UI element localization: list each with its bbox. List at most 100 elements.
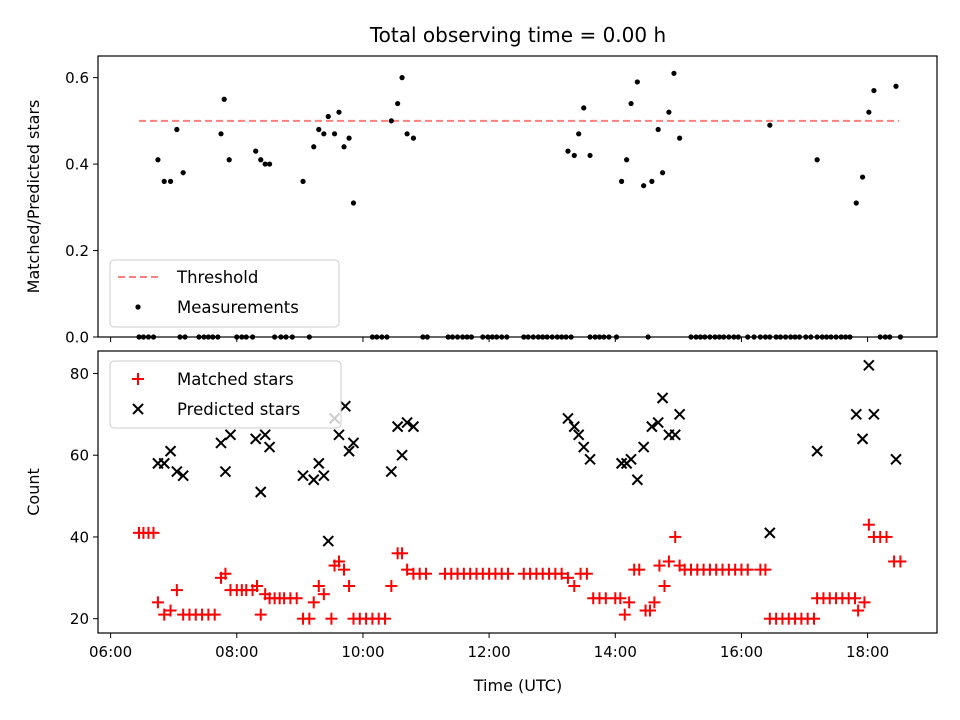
- measurement-point: [677, 135, 683, 141]
- matched-star-point: [170, 584, 183, 597]
- predicted-star-point: [313, 457, 325, 470]
- measurement-point: [581, 105, 587, 111]
- bottom-x-tick-label: 10:00: [341, 643, 384, 661]
- top-legend-box: [109, 259, 340, 328]
- predicted-star-point: [615, 457, 628, 470]
- bottom-marks: [133, 359, 907, 625]
- matched-star-point: [385, 580, 398, 592]
- predicted-star-point: [562, 412, 574, 425]
- matched-star-point: [379, 612, 392, 625]
- predicted-star-point: [669, 429, 681, 441]
- matched-star-point: [401, 563, 414, 576]
- top-y-axis-label: Matched/Predicted stars: [24, 100, 43, 294]
- measurement-point: [853, 200, 859, 206]
- matched-star-point: [151, 596, 164, 609]
- bottom-y-tick-label: 20: [70, 610, 89, 628]
- measurement-point: [174, 126, 180, 133]
- matched-star-point: [648, 596, 661, 609]
- matched-star-point: [254, 608, 267, 621]
- top-panel: Total observing time = 0.00 h 0.00.20.40…: [24, 23, 938, 347]
- measurement-point: [671, 70, 677, 76]
- measurement-point: [655, 126, 661, 133]
- predicted-star-point: [856, 433, 869, 445]
- predicted-star-point: [863, 359, 875, 372]
- legend-predicted-swatch: [132, 403, 144, 415]
- measurement-point: [346, 135, 352, 141]
- predicted-star-point: [343, 445, 355, 457]
- measurement-point: [649, 178, 655, 184]
- top-y-ticks: 0.0 0.2 0.4 0.6: [65, 69, 98, 347]
- matched-star-point: [848, 592, 861, 605]
- matched-star-point: [303, 612, 316, 625]
- bottom-x-tick-label: 16:00: [720, 643, 763, 661]
- matched-star-point: [208, 608, 221, 621]
- measurement-point: [587, 152, 593, 159]
- predicted-star-point: [322, 535, 334, 547]
- predicted-star-point: [811, 445, 823, 457]
- matched-star-point: [396, 547, 409, 560]
- matched-star-point: [633, 563, 646, 576]
- measurement-point: [331, 131, 338, 137]
- matched-star-point: [568, 580, 581, 592]
- measurement-point: [388, 118, 394, 124]
- measurement-point: [666, 109, 672, 115]
- chart-title: Total observing time = 0.00 h: [369, 23, 666, 47]
- matched-star-point: [894, 555, 907, 568]
- measurement-point: [258, 157, 264, 163]
- predicted-star-point: [339, 400, 351, 412]
- matched-star-point: [338, 563, 351, 576]
- predicted-star-point: [568, 420, 580, 433]
- matched-star-point: [623, 596, 636, 609]
- matched-star-point: [332, 555, 345, 568]
- predicted-star-point: [259, 429, 271, 441]
- matched-star-point: [858, 596, 871, 609]
- predicted-star-point: [297, 469, 309, 482]
- measurement-point: [871, 87, 877, 94]
- measurement-point: [311, 144, 317, 150]
- predicted-star-point: [673, 408, 686, 421]
- measurement-point: [167, 178, 174, 184]
- measurement-point: [624, 157, 630, 163]
- legend-predicted-label: Predicted stars: [177, 400, 300, 419]
- top-y-tick-label: 0.6: [65, 69, 89, 87]
- matched-star-point: [662, 555, 675, 568]
- predicted-star-point: [578, 441, 590, 453]
- bottom-panel: 20 40 60 80 06:00 08:00 10:00 12:00 14:00 16:00 1…: [24, 350, 938, 695]
- matched-star-point: [317, 588, 330, 601]
- predicted-star-point: [396, 449, 408, 461]
- bottom-x-tick-label: 06:00: [89, 643, 132, 661]
- measurement-point: [399, 75, 405, 81]
- predicted-star-point: [391, 420, 404, 433]
- bottom-y-axis-label: Count: [24, 468, 43, 516]
- predicted-star-point: [308, 474, 320, 486]
- top-y-tick-label: 0.4: [65, 156, 89, 174]
- legend-threshold-label: Threshold: [176, 268, 258, 287]
- predicted-star-point: [177, 469, 189, 482]
- bottom-y-tick-label: 40: [70, 528, 89, 546]
- matched-star-point: [653, 559, 666, 572]
- measurement-point: [325, 113, 331, 120]
- predicted-star-point: [333, 429, 345, 441]
- measurement-point: [300, 178, 306, 184]
- measurement-point: [253, 148, 259, 154]
- measurement-point: [221, 96, 227, 102]
- predicted-star-point: [868, 408, 880, 421]
- top-x-ticks: [110, 337, 869, 342]
- predicted-star-point: [215, 437, 227, 449]
- predicted-star-point: [764, 527, 776, 539]
- measurement-point: [316, 126, 322, 133]
- matched-star-point: [502, 567, 515, 580]
- predicted-star-point: [171, 465, 183, 478]
- matched-star-point: [555, 567, 568, 580]
- measurement-point: [576, 131, 582, 137]
- measurement-point: [618, 178, 625, 184]
- legend-measurements-swatch: [135, 304, 141, 310]
- matched-star-point: [250, 580, 263, 592]
- matched-star-point: [164, 604, 177, 617]
- predicted-star-point: [646, 420, 658, 433]
- predicted-star-point: [263, 441, 276, 453]
- matched-star-point: [580, 567, 593, 580]
- predicted-star-point: [637, 441, 650, 453]
- predicted-star-point: [850, 408, 862, 421]
- top-y-tick-label: 0.0: [65, 329, 89, 347]
